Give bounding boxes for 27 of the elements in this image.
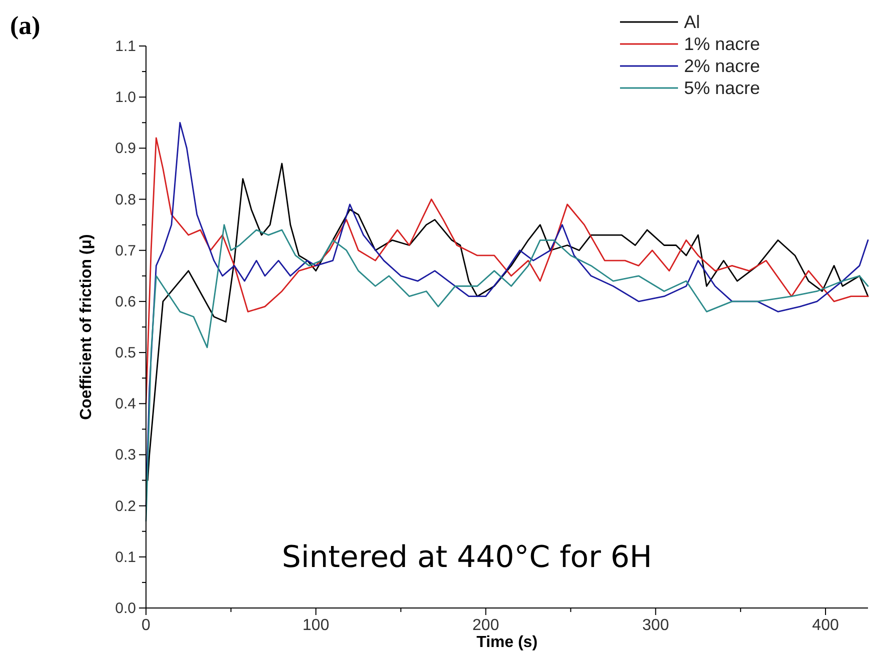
y-tick-label: 1.0 <box>115 89 136 106</box>
y-tick-label: 0.9 <box>115 140 136 158</box>
y-tick-label: 0.7 <box>115 242 136 260</box>
x-tick-label: 300 <box>642 617 670 634</box>
line-series <box>145 224 869 522</box>
x-tick-label: 100 <box>302 617 330 634</box>
y-tick-label: 0.8 <box>115 191 136 208</box>
y-tick-label: 0.0 <box>115 600 136 617</box>
y-tick-label: 0.2 <box>115 498 136 515</box>
annotation: Sintered at 440°C for 6H <box>282 540 652 576</box>
y-tick-label: 0.3 <box>115 446 136 464</box>
y-tick-label: 0.5 <box>115 344 136 362</box>
line-series <box>145 137 869 404</box>
x-axis-title: Time (s) <box>476 634 538 651</box>
x-tick-label: 200 <box>472 617 500 634</box>
y-tick-label: 0.6 <box>115 293 136 310</box>
legend-label: 2% nacre <box>684 56 760 76</box>
y-axis-title: Coefficient of friction (μ) <box>78 234 95 420</box>
y-tick-label: 1.1 <box>115 38 136 55</box>
text: (a) <box>10 11 40 40</box>
legend-label: 5% nacre <box>684 78 760 98</box>
x-tick-label: 0 <box>142 617 151 634</box>
legend-label: Al <box>684 12 700 32</box>
y-tick-label: 0.1 <box>115 548 136 566</box>
x-tick-label: 400 <box>812 617 839 634</box>
legend-label: 1% nacre <box>684 34 760 54</box>
y-tick-label: 0.4 <box>115 396 136 413</box>
